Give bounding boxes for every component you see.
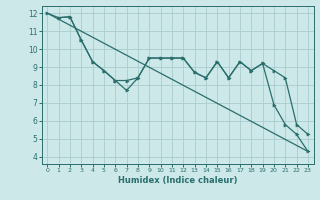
X-axis label: Humidex (Indice chaleur): Humidex (Indice chaleur): [118, 176, 237, 185]
